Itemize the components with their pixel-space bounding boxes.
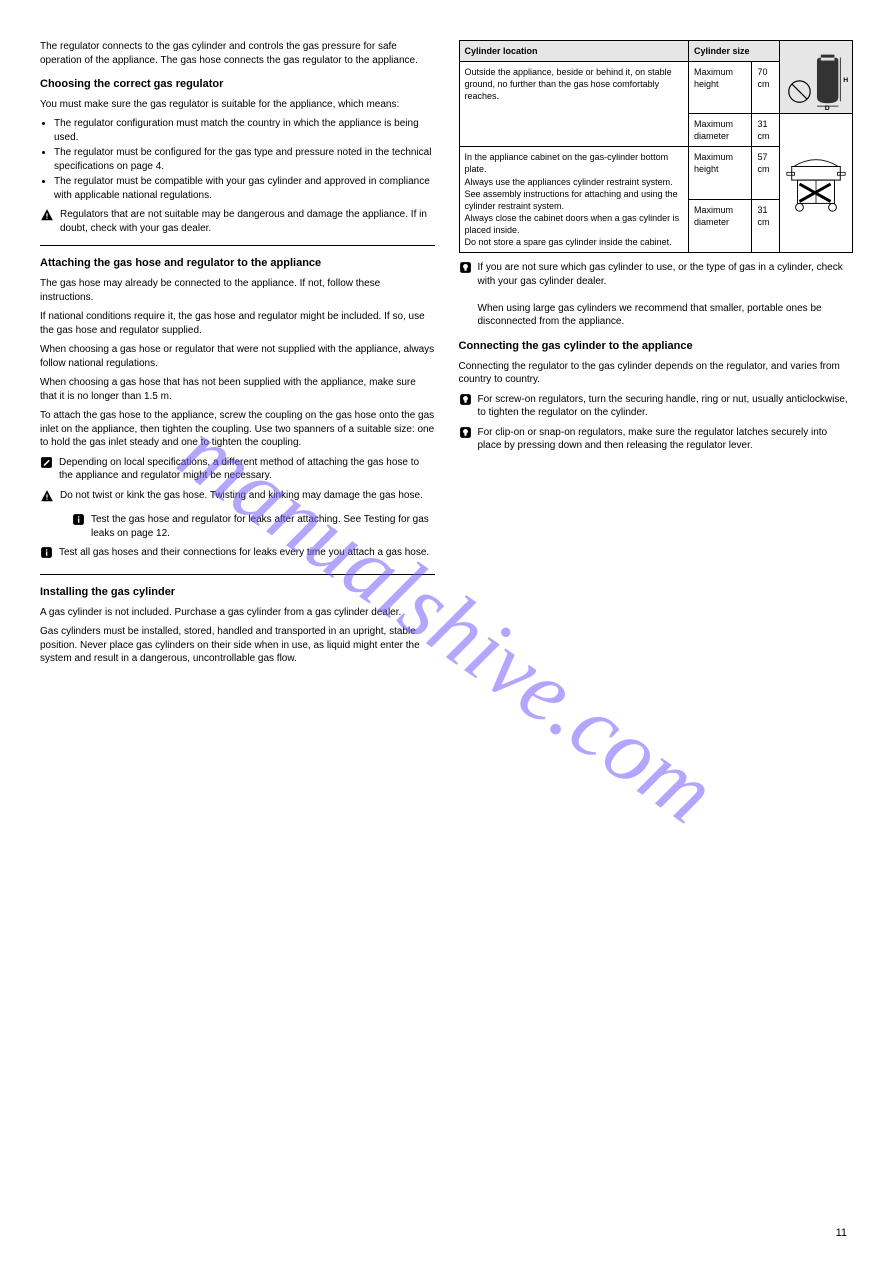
th-location: Cylinder location <box>459 41 689 62</box>
attach-p2: If national conditions require it, the g… <box>40 310 435 337</box>
choose-list: The regulator configuration must match t… <box>40 117 435 202</box>
cyl-p1: A gas cylinder is not included. Purchase… <box>40 606 435 620</box>
tip-text-2: For screw-on regulators, turn the securi… <box>478 393 854 420</box>
warning-block: Regulators that are not suitable may be … <box>40 208 435 235</box>
cell-location-1: Outside the appliance, beside or behind … <box>459 62 689 147</box>
list-item: The regulator must be configured for the… <box>54 146 435 173</box>
intro-paragraph: The regulator connects to the gas cylind… <box>40 40 435 67</box>
attach-p5: To attach the gas hose to the appliance,… <box>40 409 435 450</box>
page-content: The regulator connects to the gas cylind… <box>40 40 853 672</box>
warning-triangle-icon <box>40 208 54 227</box>
tip-text-3: For clip-on or snap-on regulators, make … <box>478 426 854 453</box>
heading-attach-hose: Attaching the gas hose and regulator to … <box>40 256 435 271</box>
table-header-row: Cylinder location Cylinder size H D <box>459 41 853 62</box>
warning-block-2: Do not twist or kink the gas hose. Twist… <box>40 489 435 508</box>
lightbulb-icon <box>459 426 472 444</box>
pencil-note-icon <box>40 456 53 474</box>
grill-crossed-diagram <box>782 149 850 217</box>
lightbulb-icon <box>459 261 472 279</box>
heading-connect-cylinder: Connecting the gas cylinder to the appli… <box>459 339 854 354</box>
gas-cylinder-diagram: H D <box>782 43 850 111</box>
cyl-p2: Gas cylinders must be installed, stored,… <box>40 625 435 666</box>
warning-triangle-icon <box>40 489 54 508</box>
divider <box>40 574 435 575</box>
info-icon <box>40 546 53 564</box>
cell-size2-label-2: Maximum diameter <box>689 200 752 253</box>
divider <box>40 245 435 246</box>
cylinder-table: Cylinder location Cylinder size H D Outs… <box>459 40 854 253</box>
heading-choose-regulator: Choosing the correct gas regulator <box>40 77 435 92</box>
info-block-2: Test all gas hoses and their connections… <box>40 546 435 564</box>
choose-paragraph: You must make sure the gas regulator is … <box>40 98 435 112</box>
cell-size2-label: Maximum diameter <box>689 114 752 147</box>
cell-size2-val: 31 cm <box>752 114 779 147</box>
attach-p4: When choosing a gas hose that has not be… <box>40 376 435 403</box>
page-number: 11 <box>836 1226 847 1241</box>
info-block-1: Test the gas hose and regulator for leak… <box>40 513 435 540</box>
info-icon <box>72 513 85 531</box>
th-size: Cylinder size <box>689 41 780 62</box>
tip-block-2: For screw-on regulators, turn the securi… <box>459 393 854 420</box>
connect-p1: Connecting the regulator to the gas cyli… <box>459 360 854 387</box>
cell-location-2: In the appliance cabinet on the gas-cyli… <box>459 147 689 253</box>
svg-text:H: H <box>843 77 848 84</box>
left-column: The regulator connects to the gas cylind… <box>40 40 435 672</box>
note-block: Depending on local specifications, a dif… <box>40 456 435 483</box>
cell-diagram-grill <box>779 114 852 253</box>
right-column: Cylinder location Cylinder size H D Outs… <box>459 40 854 672</box>
info-text-1: Test the gas hose and regulator for leak… <box>91 513 435 540</box>
list-item: The regulator must be compatible with yo… <box>54 175 435 202</box>
info-text-2: Test all gas hoses and their connections… <box>59 546 435 560</box>
note-text: Depending on local specifications, a dif… <box>59 456 435 483</box>
svg-text:D: D <box>825 105 830 111</box>
tip-block-1: If you are not sure which gas cylinder t… <box>459 261 854 329</box>
tip-block-3: For clip-on or snap-on regulators, make … <box>459 426 854 453</box>
cell-size1-val-2: 57 cm <box>752 147 779 200</box>
heading-install-cylinder: Installing the gas cylinder <box>40 585 435 600</box>
cell-size1-label-2: Maximum height <box>689 147 752 200</box>
cell-size1-val: 70 cm <box>752 62 779 114</box>
warning-text-2: Do not twist or kink the gas hose. Twist… <box>60 489 435 503</box>
th-diagram-cylinder: H D <box>779 41 852 114</box>
attach-p3: When choosing a gas hose or regulator th… <box>40 343 435 370</box>
tip-text-1: If you are not sure which gas cylinder t… <box>478 261 854 329</box>
cell-size2-val-2: 31 cm <box>752 200 779 253</box>
attach-p1: The gas hose may already be connected to… <box>40 277 435 304</box>
cell-size1-label: Maximum height <box>689 62 752 114</box>
list-item: The regulator configuration must match t… <box>54 117 435 144</box>
warning-text: Regulators that are not suitable may be … <box>60 208 435 235</box>
lightbulb-icon <box>459 393 472 411</box>
